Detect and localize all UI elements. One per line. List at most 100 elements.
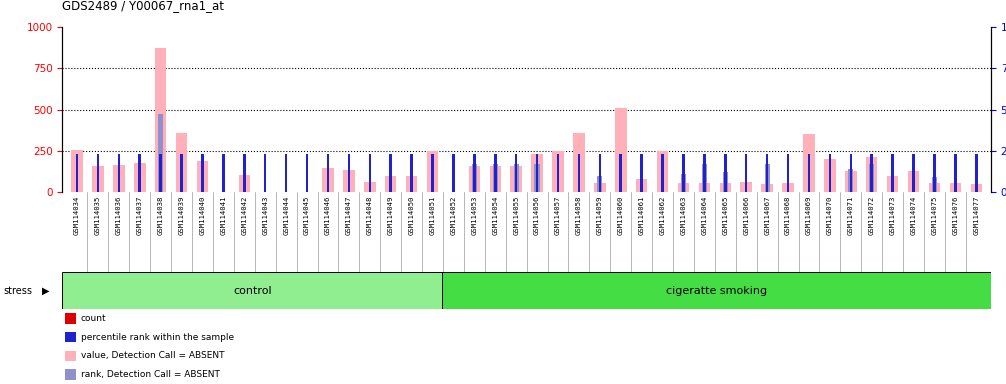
- Bar: [869, 164, 874, 192]
- Bar: [469, 166, 480, 192]
- Bar: [598, 175, 603, 192]
- Bar: [432, 154, 434, 192]
- Bar: [285, 154, 288, 192]
- Text: GSM114071: GSM114071: [848, 196, 854, 235]
- Bar: [971, 184, 982, 192]
- Bar: [766, 154, 769, 192]
- Bar: [113, 165, 125, 192]
- Bar: [64, 351, 76, 361]
- Bar: [176, 132, 187, 192]
- Bar: [134, 163, 146, 192]
- Bar: [641, 154, 643, 192]
- Bar: [740, 182, 751, 192]
- Bar: [787, 154, 790, 192]
- Bar: [531, 154, 543, 192]
- Bar: [536, 154, 538, 192]
- Bar: [201, 154, 204, 192]
- Bar: [534, 164, 539, 192]
- Text: GSM114037: GSM114037: [137, 196, 143, 235]
- Bar: [932, 177, 937, 192]
- Bar: [493, 164, 498, 192]
- Bar: [64, 313, 76, 324]
- Bar: [443, 272, 991, 309]
- Bar: [615, 108, 627, 192]
- Text: GSM114056: GSM114056: [534, 196, 540, 235]
- Bar: [887, 175, 898, 192]
- Bar: [93, 166, 104, 192]
- Bar: [97, 154, 100, 192]
- Bar: [552, 151, 563, 192]
- Text: GSM114044: GSM114044: [283, 196, 289, 235]
- Bar: [64, 369, 76, 380]
- Bar: [849, 154, 852, 192]
- Bar: [724, 154, 726, 192]
- Bar: [929, 183, 941, 192]
- Bar: [389, 154, 392, 192]
- Text: GSM114076: GSM114076: [953, 196, 959, 235]
- Text: GSM114055: GSM114055: [513, 196, 519, 235]
- Bar: [722, 172, 728, 192]
- Bar: [745, 154, 747, 192]
- Text: percentile rank within the sample: percentile rank within the sample: [80, 333, 234, 342]
- Text: GSM114064: GSM114064: [701, 196, 707, 235]
- Bar: [368, 154, 371, 192]
- Bar: [702, 164, 707, 192]
- Text: GSM114039: GSM114039: [179, 196, 184, 235]
- Bar: [71, 150, 82, 192]
- Text: GSM114066: GSM114066: [743, 196, 749, 235]
- Bar: [783, 183, 794, 192]
- Bar: [719, 183, 731, 192]
- Bar: [510, 166, 522, 192]
- Bar: [264, 154, 267, 192]
- Bar: [180, 154, 183, 192]
- Bar: [139, 154, 141, 192]
- Text: GSM114059: GSM114059: [597, 196, 603, 235]
- Text: control: control: [233, 285, 272, 296]
- Bar: [636, 179, 648, 192]
- Text: GSM114069: GSM114069: [806, 196, 812, 235]
- Bar: [75, 154, 78, 192]
- Text: GSM114052: GSM114052: [451, 196, 457, 235]
- Bar: [661, 154, 664, 192]
- Bar: [891, 154, 894, 192]
- Bar: [473, 154, 476, 192]
- Bar: [934, 154, 936, 192]
- Bar: [490, 166, 501, 192]
- Bar: [238, 175, 250, 192]
- Text: GSM114046: GSM114046: [325, 196, 331, 235]
- Text: GSM114057: GSM114057: [555, 196, 561, 235]
- Bar: [343, 170, 355, 192]
- Text: GSM114073: GSM114073: [889, 196, 895, 235]
- Text: GSM114077: GSM114077: [973, 196, 979, 235]
- Text: GSM114051: GSM114051: [430, 196, 436, 235]
- Bar: [197, 162, 208, 192]
- Text: GSM114048: GSM114048: [367, 196, 373, 235]
- Text: GSM114065: GSM114065: [722, 196, 728, 235]
- Text: GSM114053: GSM114053: [472, 196, 478, 235]
- Bar: [954, 154, 957, 192]
- Text: rank, Detection Call = ABSENT: rank, Detection Call = ABSENT: [80, 370, 220, 379]
- Bar: [845, 170, 856, 192]
- Text: GSM114040: GSM114040: [199, 196, 205, 235]
- Bar: [808, 154, 810, 192]
- Bar: [556, 154, 559, 192]
- Text: GSM114050: GSM114050: [408, 196, 414, 235]
- Text: cigeratte smoking: cigeratte smoking: [666, 285, 768, 296]
- Text: GSM114043: GSM114043: [263, 196, 269, 235]
- Bar: [159, 154, 162, 192]
- Bar: [410, 154, 412, 192]
- Bar: [829, 154, 831, 192]
- Bar: [682, 154, 685, 192]
- Text: GSM114061: GSM114061: [639, 196, 645, 235]
- Text: GSM114074: GSM114074: [910, 196, 916, 235]
- Text: GSM114041: GSM114041: [220, 196, 226, 235]
- Bar: [703, 154, 705, 192]
- Bar: [678, 183, 689, 192]
- Bar: [222, 154, 224, 192]
- Bar: [385, 175, 396, 192]
- Text: GSM114054: GSM114054: [492, 196, 498, 235]
- Bar: [975, 154, 978, 192]
- Bar: [348, 154, 350, 192]
- Bar: [599, 154, 602, 192]
- Text: GSM114034: GSM114034: [74, 196, 80, 235]
